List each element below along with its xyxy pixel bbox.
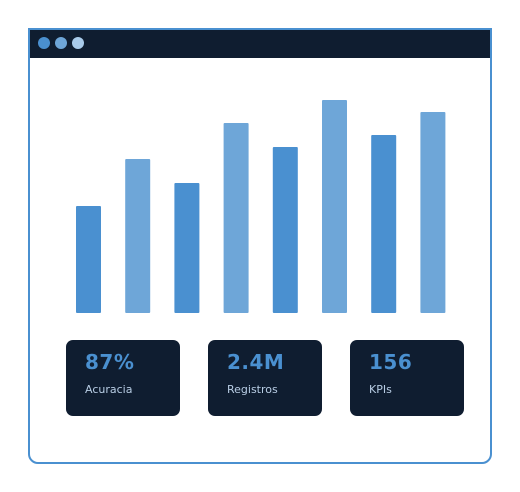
kpi-label: Registros bbox=[227, 383, 278, 396]
kpi-label: KPIs bbox=[369, 383, 392, 396]
chart-bar bbox=[420, 112, 446, 313]
chart-bar bbox=[272, 147, 298, 313]
kpi-label: Acuracia bbox=[85, 383, 133, 396]
kpi-value: 2.4M bbox=[227, 350, 285, 374]
chart-bar bbox=[125, 159, 151, 313]
chart-bar bbox=[223, 123, 249, 313]
kpi-card-kpis[interactable]: 156 KPIs bbox=[350, 340, 464, 416]
chart-bar bbox=[76, 206, 101, 313]
kpi-card-records[interactable]: 2.4M Registros bbox=[208, 340, 322, 416]
kpi-value: 87% bbox=[85, 350, 135, 374]
chart-bar bbox=[371, 135, 397, 313]
kpi-value: 156 bbox=[369, 350, 413, 374]
kpi-card-accuracy[interactable]: 87% Acuracia bbox=[66, 340, 180, 416]
chart-bar bbox=[322, 100, 347, 313]
close-dot-icon[interactable] bbox=[38, 37, 50, 49]
chart-bar bbox=[174, 183, 200, 313]
maximize-dot-icon[interactable] bbox=[72, 37, 84, 49]
title-bar bbox=[30, 30, 490, 58]
minimize-dot-icon[interactable] bbox=[55, 37, 67, 49]
